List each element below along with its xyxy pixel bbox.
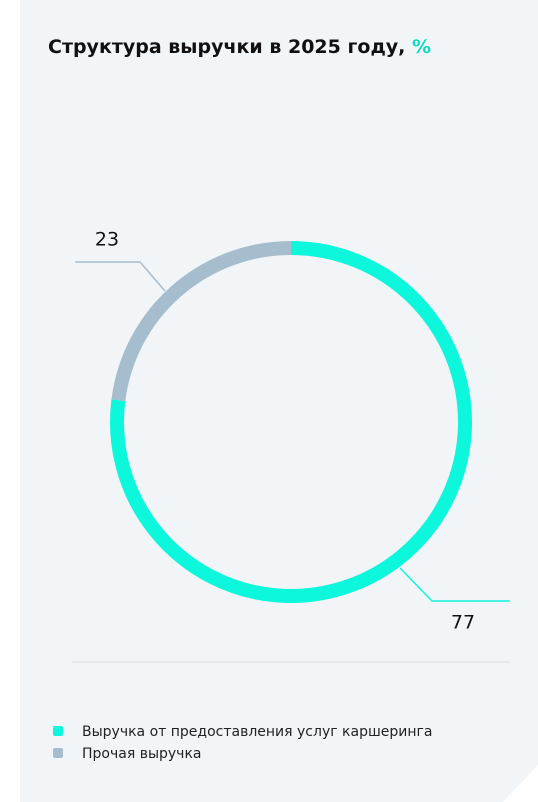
title-text: Структура выручки в 2025 году, bbox=[48, 36, 405, 58]
legend-swatch bbox=[53, 726, 63, 736]
legend-label: Выручка от предоставления услуг каршерин… bbox=[82, 724, 432, 740]
data-label: 23 bbox=[95, 229, 119, 251]
donut-segment bbox=[111, 241, 292, 402]
data-label: 77 bbox=[451, 612, 475, 634]
legend-swatch bbox=[53, 748, 63, 758]
title-unit: % bbox=[412, 36, 431, 58]
card bbox=[20, 0, 538, 802]
leader-line bbox=[75, 261, 166, 292]
chart-title: Структура выручки в 2025 году, % bbox=[48, 36, 431, 58]
leader-line bbox=[399, 567, 510, 602]
donut-segment bbox=[110, 241, 472, 603]
legend-label: Прочая выручка bbox=[82, 746, 202, 762]
